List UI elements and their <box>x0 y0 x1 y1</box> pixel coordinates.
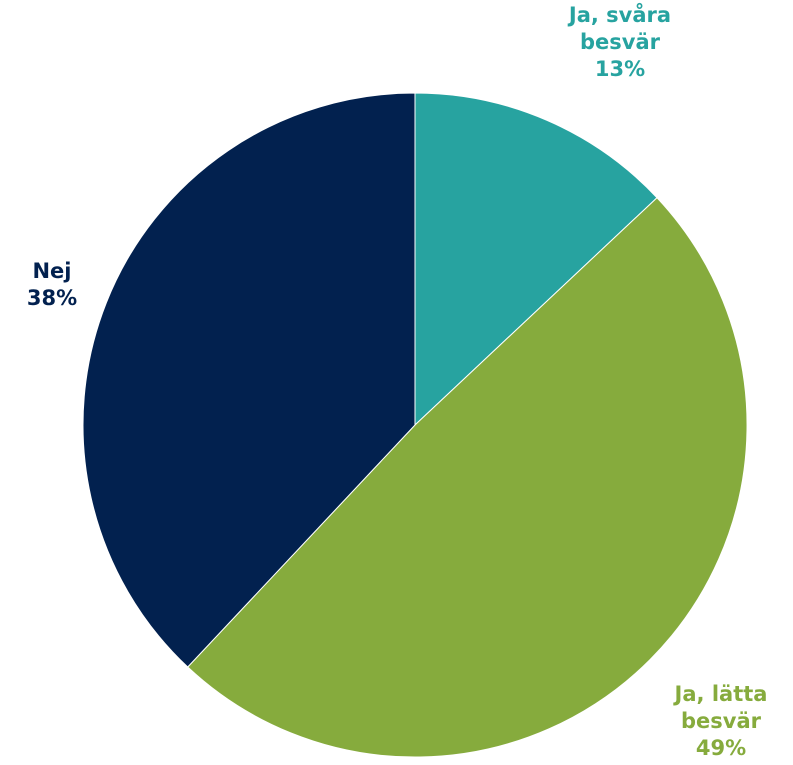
slice-label-line: Ja, lätta <box>660 681 782 708</box>
slice-label-ja-latta-besvar: Ja, lätta besvär 49% <box>660 681 782 762</box>
slice-label-line: besvär <box>560 29 680 56</box>
slice-label-line: Ja, svåra <box>560 2 680 29</box>
slice-value-label: 38% <box>4 285 100 312</box>
slice-label-nej: Nej 38% <box>4 258 100 312</box>
slice-label-line: Nej <box>4 258 100 285</box>
slice-value-label: 49% <box>660 735 782 762</box>
slice-label-ja-svara-besvar: Ja, svåra besvär 13% <box>560 2 680 83</box>
slice-value-label: 13% <box>560 56 680 83</box>
slice-label-line: besvär <box>660 708 782 735</box>
